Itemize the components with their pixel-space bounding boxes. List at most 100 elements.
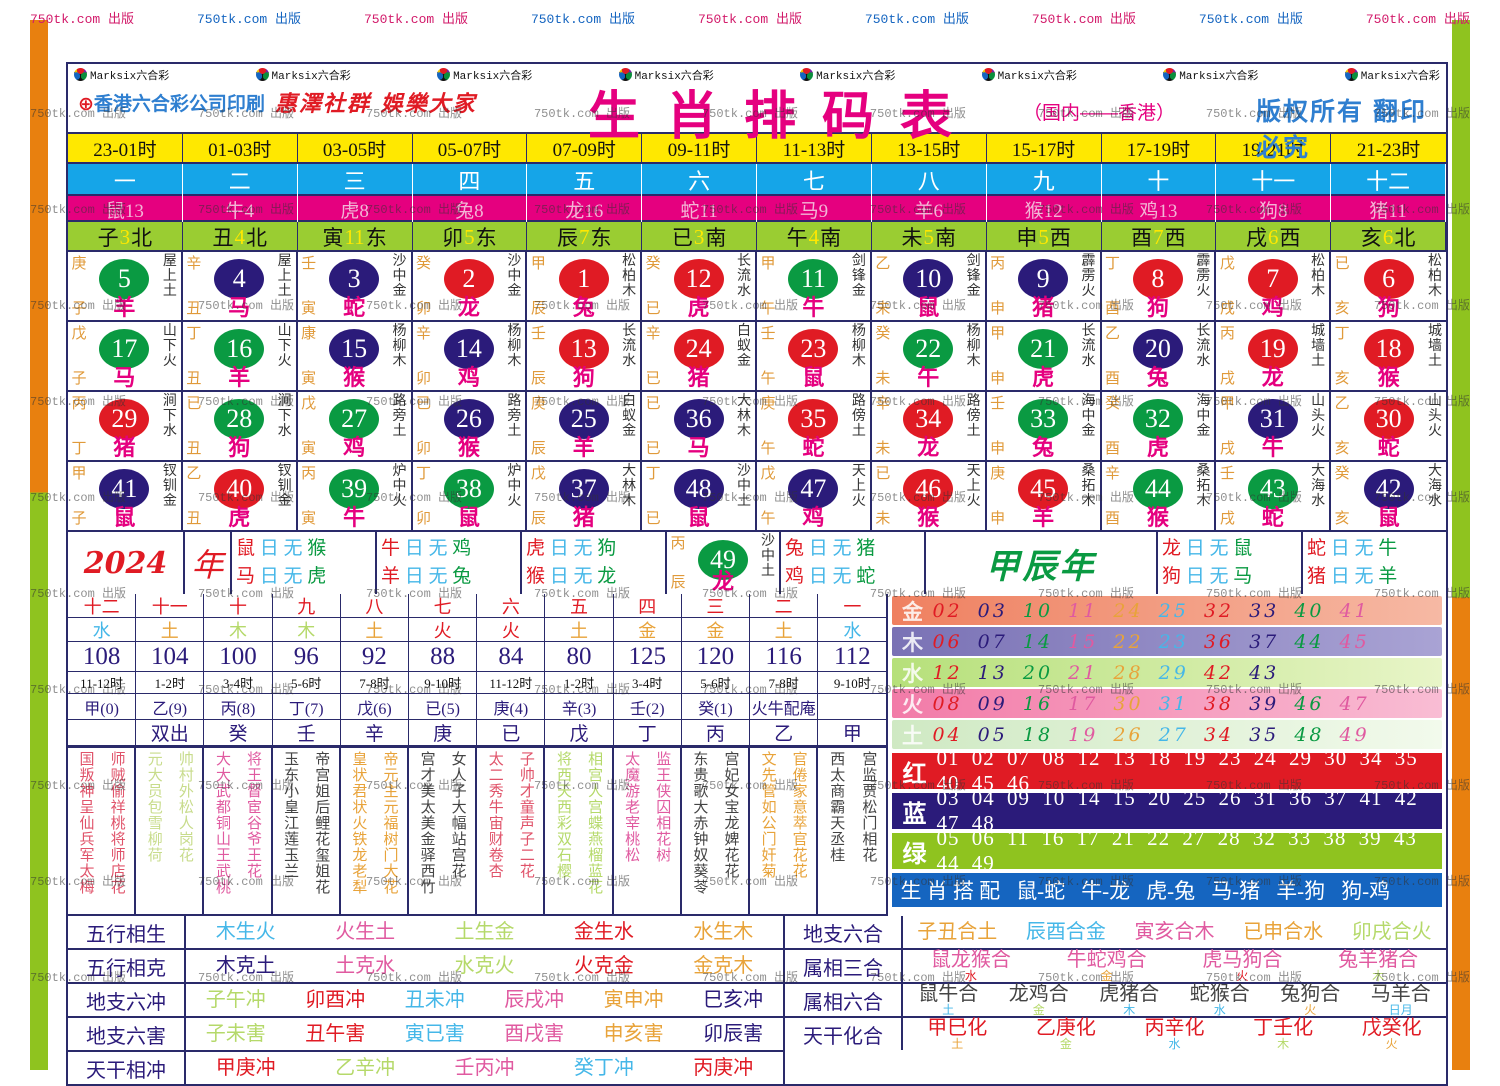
ball-cell[interactable]: 壬午 23 杨柳木鼠: [757, 322, 872, 392]
lottery-ball[interactable]: 41: [99, 469, 150, 509]
lottery-ball[interactable]: 5: [99, 259, 150, 299]
lottery-ball[interactable]: 6: [1363, 259, 1414, 299]
ball-cell[interactable]: 丙丁 29 涧下水猪: [68, 392, 183, 462]
ball-cell[interactable]: 甲戌 31 山头火牛: [1216, 392, 1332, 462]
relation-value: 子丑合土: [917, 921, 998, 943]
ball-cell[interactable]: 戊子 17 山下火马: [68, 322, 183, 392]
lottery-ball[interactable]: 28: [214, 399, 265, 439]
lottery-ball[interactable]: 7: [1247, 259, 1298, 299]
ball-cell[interactable]: 庚申 45 桑拓木羊: [986, 462, 1102, 532]
ball-cell[interactable]: 丁卯 38 炉中火鼠: [412, 462, 528, 532]
lottery-ball[interactable]: 20: [1132, 329, 1183, 369]
lottery-ball[interactable]: 19: [1247, 329, 1298, 369]
ball-cell[interactable]: 庚辰 25 白蚁金羊: [527, 392, 643, 462]
ball-cell[interactable]: 壬申 33 海中金兔: [986, 392, 1102, 462]
ball-cell[interactable]: 甲午 11 剑锋金牛: [757, 252, 872, 322]
lottery-ball[interactable]: 12: [673, 259, 724, 299]
lottery-ball[interactable]: 24: [673, 329, 724, 369]
lottery-ball[interactable]: 3: [329, 259, 380, 299]
ball-cell[interactable]: 甲申 21 长流水虎: [986, 322, 1102, 392]
ball-cell[interactable]: 丁已 48 沙中土鼠: [642, 462, 757, 532]
lottery-ball[interactable]: 22: [903, 329, 954, 369]
lottery-ball[interactable]: 4: [214, 259, 265, 299]
lottery-ball[interactable]: 33: [1018, 399, 1069, 439]
ball-cell[interactable]: 丁亥 18 城墙土猴: [1331, 322, 1446, 392]
ball-cell[interactable]: 辛酉 44 桑拓木猴: [1101, 462, 1217, 532]
lottery-ball[interactable]: 49: [698, 540, 748, 580]
ball-cell[interactable]: 癸已 12 长流水虎: [642, 252, 757, 322]
lottery-ball[interactable]: 48: [673, 469, 724, 509]
lottery-ball[interactable]: 18: [1363, 329, 1414, 369]
lottery-ball[interactable]: 39: [329, 469, 380, 509]
lottery-ball[interactable]: 37: [558, 469, 609, 509]
lottery-ball[interactable]: 30: [1363, 399, 1414, 439]
ball-cell[interactable]: 辛未 34 路傍土龙: [871, 392, 987, 462]
ball-cell[interactable]: 戊午 47 天上火鸡: [757, 462, 872, 532]
lottery-ball[interactable]: 16: [214, 329, 265, 369]
ball-cell[interactable]: 辛卯 14 杨柳木鸡: [412, 322, 528, 392]
ball-cell[interactable]: 戊寅 27 路旁土鸡: [297, 392, 413, 462]
lottery-ball[interactable]: 15: [329, 329, 380, 369]
lottery-ball[interactable]: 10: [903, 259, 954, 299]
lottery-ball[interactable]: 40: [214, 469, 265, 509]
lottery-ball[interactable]: 1: [558, 259, 609, 299]
ball-cell[interactable]: 癸未 22 杨柳木午: [871, 322, 987, 392]
ball-cell[interactable]: 已未 46 天上火猴: [871, 462, 987, 532]
ball-cell[interactable]: 癸亥 42 大海水鼠: [1331, 462, 1446, 532]
lottery-ball[interactable]: 21: [1018, 329, 1069, 369]
lottery-ball[interactable]: 35: [788, 399, 839, 439]
lottery-ball[interactable]: 34: [903, 399, 954, 439]
lottery-ball[interactable]: 9: [1018, 259, 1069, 299]
lottery-ball[interactable]: 26: [443, 399, 494, 439]
lottery-ball[interactable]: 46: [903, 469, 954, 509]
ball-cell[interactable]: 丙寅 39 炉中火牛: [297, 462, 413, 532]
ball-cell[interactable]: 已丑 28 涧下水狗: [182, 392, 298, 462]
ball-cell[interactable]: 丁丑 16 山下火羊: [182, 322, 298, 392]
lottery-ball[interactable]: 13: [558, 329, 609, 369]
lottery-ball[interactable]: 36: [673, 399, 724, 439]
ball-cell[interactable]: 乙丑 40 钗钏金虎: [182, 462, 298, 532]
ball-cell[interactable]: 壬辰 13 长流水狗: [527, 322, 643, 392]
lottery-ball[interactable]: 32: [1132, 399, 1183, 439]
lottery-ball[interactable]: 38: [443, 469, 494, 509]
ball-cell[interactable]: 壬戌 43 大海水蛇: [1216, 462, 1332, 532]
ball-cell[interactable]: 康寅 15 杨柳木猴: [297, 322, 413, 392]
lottery-ball[interactable]: 44: [1132, 469, 1183, 509]
lottery-ball[interactable]: 23: [788, 329, 839, 369]
lottery-ball[interactable]: 25: [558, 399, 609, 439]
hour-cell-7: 13-15时: [872, 134, 987, 162]
ball-cell[interactable]: 乙亥 30 山头火蛇: [1331, 392, 1446, 462]
ball-cell[interactable]: 辛已 24 白蚁金猪: [642, 322, 757, 392]
ball-cell[interactable]: 已卯 26 路旁土猴: [412, 392, 528, 462]
ball-cell[interactable]: 戊辰 37 大林木猪: [527, 462, 643, 532]
lottery-ball[interactable]: 27: [329, 399, 380, 439]
ball-cell[interactable]: 庚午 35 路傍土蛇: [757, 392, 872, 462]
lottery-ball[interactable]: 47: [788, 469, 839, 509]
lottery-ball[interactable]: 42: [1363, 469, 1414, 509]
ball-cell[interactable]: 乙未 10 剑锋金鼠: [871, 252, 987, 322]
ball-cell[interactable]: 乙酉 20 长流水兔: [1101, 322, 1217, 392]
ball-cell[interactable]: 甲子 41 钗钏金鼠: [68, 462, 183, 532]
lottery-ball[interactable]: 29: [99, 399, 150, 439]
lottery-ball[interactable]: 14: [443, 329, 494, 369]
lottery-ball[interactable]: 17: [99, 329, 150, 369]
lottery-ball[interactable]: 45: [1018, 469, 1069, 509]
lottery-ball[interactable]: 31: [1247, 399, 1298, 439]
lottery-ball[interactable]: 11: [788, 259, 839, 299]
ball-cell[interactable]: 癸酉 32 海中金虎: [1101, 392, 1217, 462]
ball-cell[interactable]: 已已 36 大林木马: [642, 392, 757, 462]
lottery-ball[interactable]: 43: [1247, 469, 1298, 509]
lottery-ball[interactable]: 2: [443, 259, 494, 299]
lottery-ball[interactable]: 8: [1132, 259, 1183, 299]
earthly-branch: 申: [990, 441, 1006, 457]
ball-cell[interactable]: 丙戌 19 城墙土龙: [1216, 322, 1332, 392]
